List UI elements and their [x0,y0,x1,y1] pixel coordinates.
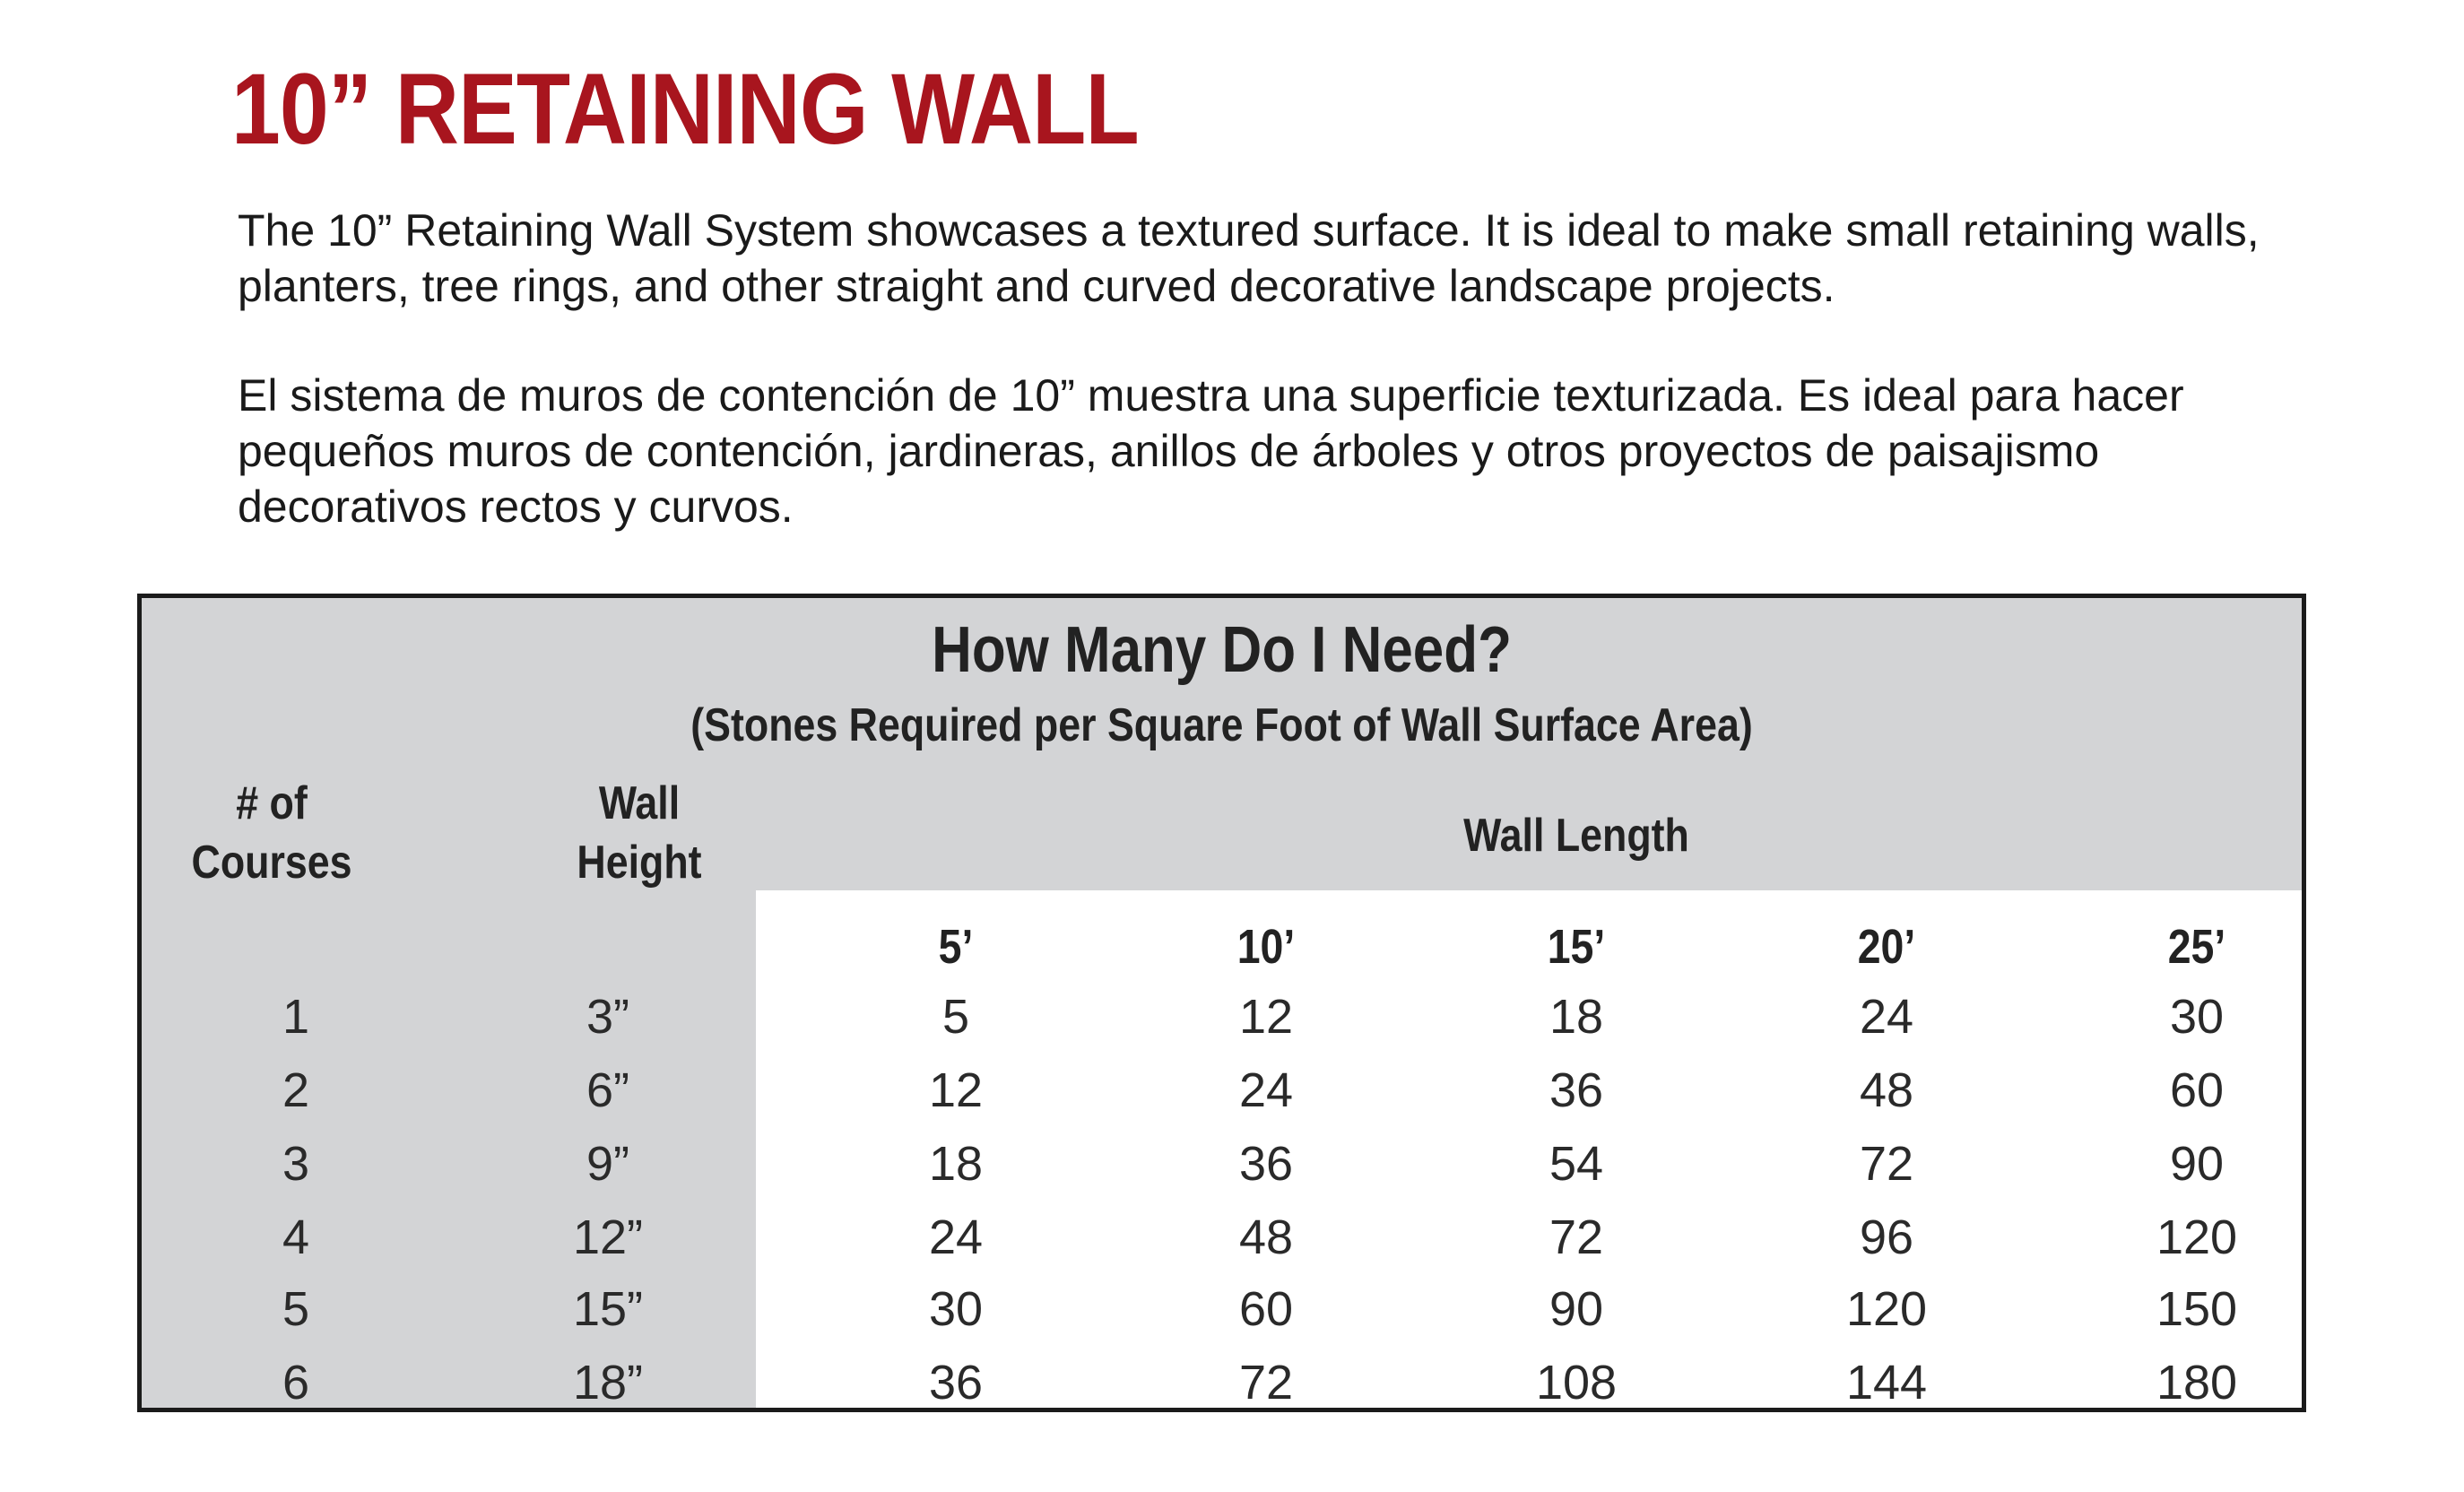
stones-count-cell: 24 [1859,990,1914,1044]
table-heading: How Many Do I Need? [142,618,2302,682]
stones-count-cell: 144 [1845,1356,1928,1410]
stones-count-cell: 36 [1549,1063,1604,1117]
stones-count-cell: 90 [2169,1137,2225,1191]
table-data-area [756,890,2302,1408]
stones-count-cell: 120 [1845,1282,1928,1336]
description-english: The 10” Retaining Wall System showcases … [238,205,2260,311]
wall-length-header: Wall Length [1128,806,2025,865]
courses-header-line2: Courses [191,837,352,889]
courses-cell: 5 [282,1282,310,1336]
height-column-header: Wall Height [527,774,751,892]
description-spanish: El sistema de muros de contención de 10”… [238,370,2184,532]
stones-count-cell: 30 [928,1282,984,1336]
stones-count-cell: 150 [2156,1282,2238,1336]
table-subheading-text: (Stones Required per Square Foot of Wall… [690,699,1753,751]
length-header-15: 15’ [1547,920,1606,974]
stones-count-cell: 60 [1238,1282,1294,1336]
wall-height-cell: 3” [586,990,629,1044]
stones-count-cell: 24 [928,1210,984,1264]
wall-height-cell: 15” [572,1282,644,1336]
courses-cell: 2 [282,1063,310,1117]
courses-cell: 3 [282,1137,310,1191]
stones-count-cell: 36 [1238,1137,1294,1191]
stones-count-cell: 72 [1859,1137,1914,1191]
height-header-line1: Wall [598,777,681,829]
table-subheading: (Stones Required per Square Foot of Wall… [142,702,2302,749]
stones-required-table: How Many Do I Need? (Stones Required per… [137,594,2306,1412]
stones-count-cell: 18 [1549,990,1604,1044]
stones-count-cell: 180 [2156,1356,2238,1410]
courses-cell: 4 [282,1210,310,1264]
courses-cell: 1 [282,990,310,1044]
length-header-5: 5’ [938,920,974,974]
stones-count-cell: 96 [1859,1210,1914,1264]
courses-column-header: # of Courses [160,774,384,892]
length-header-10: 10’ [1236,920,1296,974]
stones-count-cell: 120 [2156,1210,2238,1264]
stones-count-cell: 90 [1549,1282,1604,1336]
stones-count-cell: 24 [1238,1063,1294,1117]
stones-count-cell: 48 [1859,1063,1914,1117]
stones-count-cell: 60 [2169,1063,2225,1117]
length-header-20: 20’ [1857,920,1916,974]
height-header-line2: Height [577,837,702,889]
stones-count-cell: 72 [1549,1210,1604,1264]
stones-count-cell: 54 [1549,1137,1604,1191]
stones-count-cell: 72 [1238,1356,1294,1410]
stones-count-cell: 5 [941,990,970,1044]
length-header-25: 25’ [2167,920,2226,974]
table-heading-text: How Many Do I Need? [932,614,1512,686]
wall-length-header-text: Wall Length [1463,810,1689,862]
wall-height-cell: 18” [572,1356,644,1410]
stones-count-cell: 30 [2169,990,2225,1044]
wall-height-cell: 9” [586,1137,629,1191]
stones-count-cell: 12 [1238,990,1294,1044]
stones-count-cell: 18 [928,1137,984,1191]
stones-count-cell: 36 [928,1356,984,1410]
wall-height-cell: 6” [586,1063,629,1117]
stones-count-cell: 108 [1535,1356,1618,1410]
courses-header-line1: # of [236,777,308,829]
stones-count-cell: 48 [1238,1210,1294,1264]
page-title: 10” RETAINING WALL [231,53,1140,165]
wall-height-cell: 12” [572,1210,644,1264]
courses-cell: 6 [282,1356,310,1410]
stones-count-cell: 12 [928,1063,984,1117]
